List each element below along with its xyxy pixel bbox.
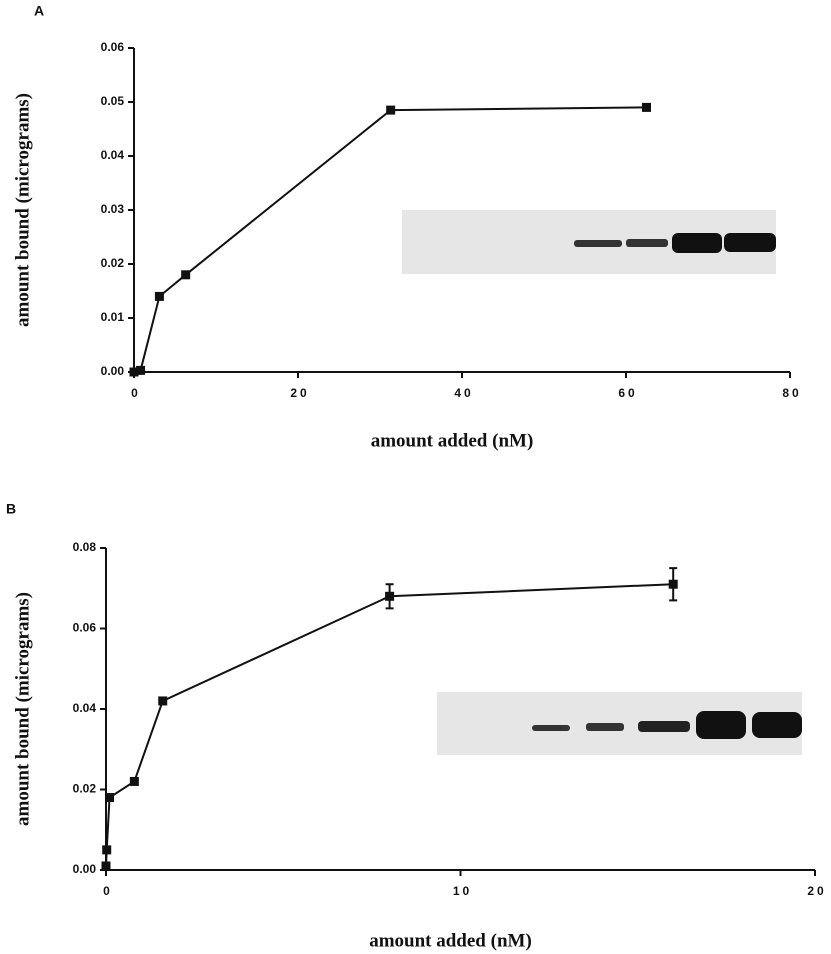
y-tick-label: 0.04 — [101, 148, 125, 162]
y-tick-label: 0.01 — [101, 310, 125, 324]
gel-inset-b — [437, 692, 802, 755]
point — [181, 270, 190, 279]
x-tick-label: 0 — [131, 386, 141, 400]
x-tick-label: 40 — [454, 386, 473, 400]
y-tick-label: 0.04 — [73, 701, 97, 715]
point — [386, 106, 395, 115]
panel-label: B — [6, 501, 16, 517]
x-tick-label: 10 — [453, 884, 472, 898]
y-tick-label: 0.02 — [101, 256, 125, 270]
y-tick-label: 0.05 — [101, 94, 125, 108]
x-tick-label: 80 — [782, 386, 801, 400]
point — [642, 103, 651, 112]
y-tick-label: 0.02 — [73, 782, 97, 796]
x-axis-label: amount added (nM) — [371, 430, 534, 451]
point — [130, 777, 139, 786]
panel-label: A — [34, 3, 44, 19]
x-tick-label: 20 — [807, 884, 826, 898]
gel-inset-a — [402, 210, 776, 274]
y-tick-label: 0.00 — [101, 364, 125, 378]
figure: A 0.00 0.01 0.02 0.03 0.04 0.05 0.06 0 20 40 60 80 am… — [0, 0, 831, 954]
point — [385, 592, 394, 601]
point — [102, 861, 111, 870]
y-axis-label: amount bound (micrograms) — [12, 592, 33, 826]
point — [136, 366, 145, 375]
y-axis-label: amount bound (micrograms) — [12, 93, 33, 327]
x-tick-label: 0 — [103, 884, 113, 898]
point — [158, 696, 167, 705]
x-tick-label: 60 — [618, 386, 637, 400]
point — [669, 580, 678, 589]
y-tick-label: 0.06 — [101, 40, 125, 54]
x-tick-label: 20 — [290, 386, 309, 400]
point — [105, 793, 114, 802]
y-tick-label: 0.08 — [73, 540, 97, 554]
y-tick-label: 0.03 — [101, 202, 125, 216]
y-tick-label: 0.06 — [73, 621, 97, 635]
x-axis-label: amount added (nM) — [369, 930, 532, 951]
point — [155, 292, 164, 301]
y-tick-label: 0.00 — [73, 862, 97, 876]
point — [102, 845, 111, 854]
